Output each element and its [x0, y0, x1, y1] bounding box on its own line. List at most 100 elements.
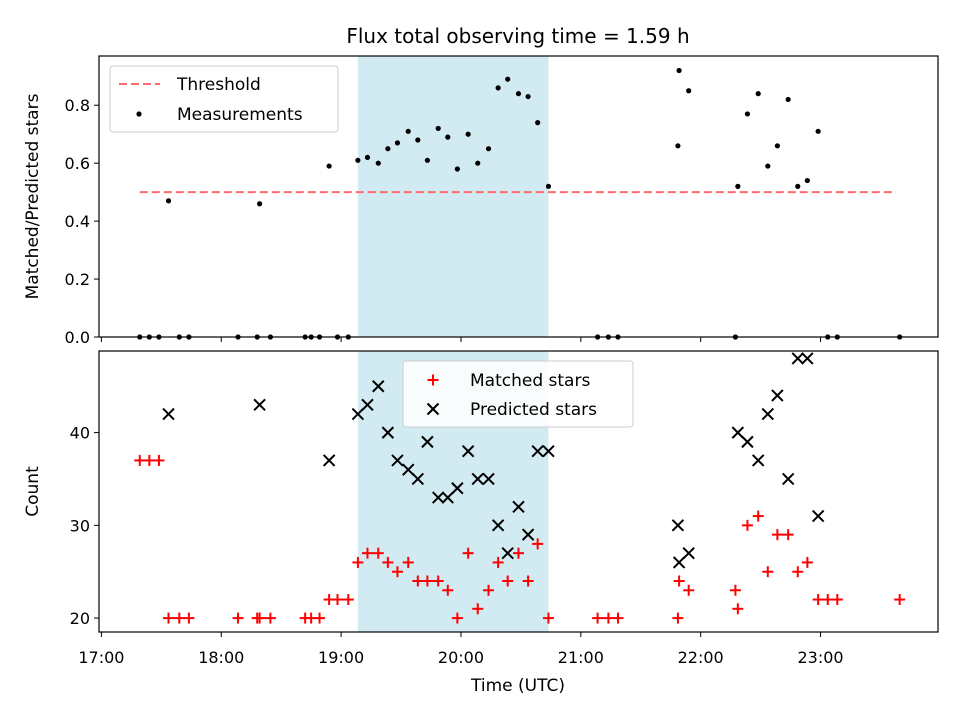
legend-label: Predicted stars: [470, 400, 597, 420]
matched-star-point: [673, 575, 685, 587]
y-tick-label: 40: [70, 424, 90, 443]
matched-star-point: [502, 575, 514, 587]
measurement-point: [735, 183, 741, 189]
matched-star-point: [372, 547, 384, 559]
measurement-point: [475, 160, 481, 166]
measurement-point: [326, 163, 332, 169]
measurement-point: [435, 125, 441, 132]
x-ticks-top: [100, 337, 822, 342]
y-tick-label: 0.2: [65, 270, 90, 289]
measurement-point: [815, 128, 821, 134]
predicted-star-point: [682, 546, 695, 560]
matched-stars-points: [134, 454, 906, 624]
predicted-star-point: [441, 491, 454, 504]
measurement-point: [744, 111, 751, 117]
matched-star-point: [442, 584, 454, 596]
predicted-star-point: [512, 500, 525, 514]
legend-matched-swatch: [427, 374, 439, 386]
predicted-star-point: [361, 398, 374, 411]
x-tick-label: 17:00: [78, 648, 124, 667]
matched-star-point: [134, 454, 146, 466]
predicted-star-point: [491, 519, 505, 532]
matched-star-point: [831, 594, 843, 606]
matched-star-point: [183, 612, 195, 624]
y-tick-label: 0.8: [65, 96, 90, 115]
measurement-point: [424, 157, 431, 163]
matched-star-point: [729, 584, 741, 596]
shaded-span-top: [357, 56, 549, 337]
measurement-point: [505, 76, 511, 82]
measurement-point: [675, 143, 681, 149]
predicted-star-point: [521, 528, 535, 541]
matched-star-point: [173, 612, 185, 624]
panel-ratio-frame: [98, 55, 939, 338]
predicted-stars-points: [162, 352, 825, 569]
matched-star-point: [314, 612, 326, 624]
predicted-star-point: [431, 491, 445, 504]
predicted-star-point: [771, 389, 784, 402]
predicted-star-point: [752, 454, 765, 467]
x-tick-label: 21:00: [558, 648, 604, 667]
predicted-star-point: [411, 472, 425, 486]
predicted-star-point: [351, 407, 365, 421]
measurement-point: [405, 128, 411, 134]
measurement-point: [795, 183, 801, 189]
legend-measurement-swatch: [136, 111, 142, 117]
matched-star-point: [894, 594, 906, 606]
chart-title: Flux total observing time = 1.59 h: [346, 24, 689, 48]
matched-star-point: [143, 454, 155, 466]
measurement-point: [676, 67, 682, 74]
measurement-point: [765, 163, 771, 169]
measurement-point: [535, 120, 541, 126]
predicted-star-point: [531, 444, 544, 458]
matched-star-point: [792, 566, 804, 578]
measurement-point: [774, 143, 780, 149]
measurement-point: [525, 93, 531, 100]
matched-star-point: [752, 510, 764, 522]
matched-star-point: [382, 556, 394, 568]
legend-label: Matched stars: [470, 371, 590, 391]
measurement-point: [485, 146, 492, 152]
measurement-point: [355, 157, 361, 163]
legend-predicted-swatch: [426, 402, 440, 416]
matched-star-point: [412, 575, 424, 587]
matched-star-point: [264, 612, 276, 624]
matched-star-point: [421, 575, 433, 587]
matched-star-point: [672, 612, 684, 624]
measurement-point: [165, 198, 172, 204]
matched-star-point: [163, 612, 175, 624]
predicted-star-point: [761, 407, 775, 421]
predicted-star-point: [421, 435, 434, 449]
measurement-point: [394, 140, 401, 146]
matched-star-point: [602, 612, 614, 624]
y-ticks-top: 0.0 0.2 0.4 0.6 0.8: [65, 96, 99, 347]
predicted-star-point: [731, 426, 745, 439]
legend-box: [402, 360, 634, 428]
measurement-point: [785, 96, 791, 103]
x-tick-label: 20:00: [438, 648, 484, 667]
matched-star-point: [532, 538, 544, 550]
matched-star-point: [812, 594, 824, 606]
legend-bottom: Matched stars Predicted stars: [402, 360, 634, 428]
predicted-star-point: [672, 556, 686, 569]
predicted-star-point: [391, 454, 404, 467]
matched-star-point: [822, 594, 834, 606]
matched-star-point: [762, 566, 774, 578]
matched-star-point: [683, 584, 695, 596]
measurement-point: [364, 154, 371, 160]
measurement-point: [545, 183, 552, 189]
matched-star-point: [542, 612, 554, 624]
measurement-point: [257, 201, 263, 207]
panel-counts: 20 30 40 17:00 18:00 19:00 20:00 21:00 22:00 23:…: [23, 350, 939, 667]
predicted-star-point: [741, 435, 754, 449]
x-tick-label: 19:00: [318, 648, 364, 667]
measurement-point: [375, 160, 381, 166]
matched-star-point: [472, 603, 484, 615]
x-ticks-bottom: 17:00 18:00 19:00 20:00 21:00 22:00 23:00: [78, 632, 844, 667]
y-axis-label-bottom: Count: [23, 466, 43, 517]
matched-star-point: [801, 556, 813, 568]
y-tick-label: 0.4: [65, 212, 90, 231]
matched-star-point: [332, 594, 344, 606]
matched-star-point: [352, 556, 364, 568]
predicted-star-point: [322, 454, 336, 467]
